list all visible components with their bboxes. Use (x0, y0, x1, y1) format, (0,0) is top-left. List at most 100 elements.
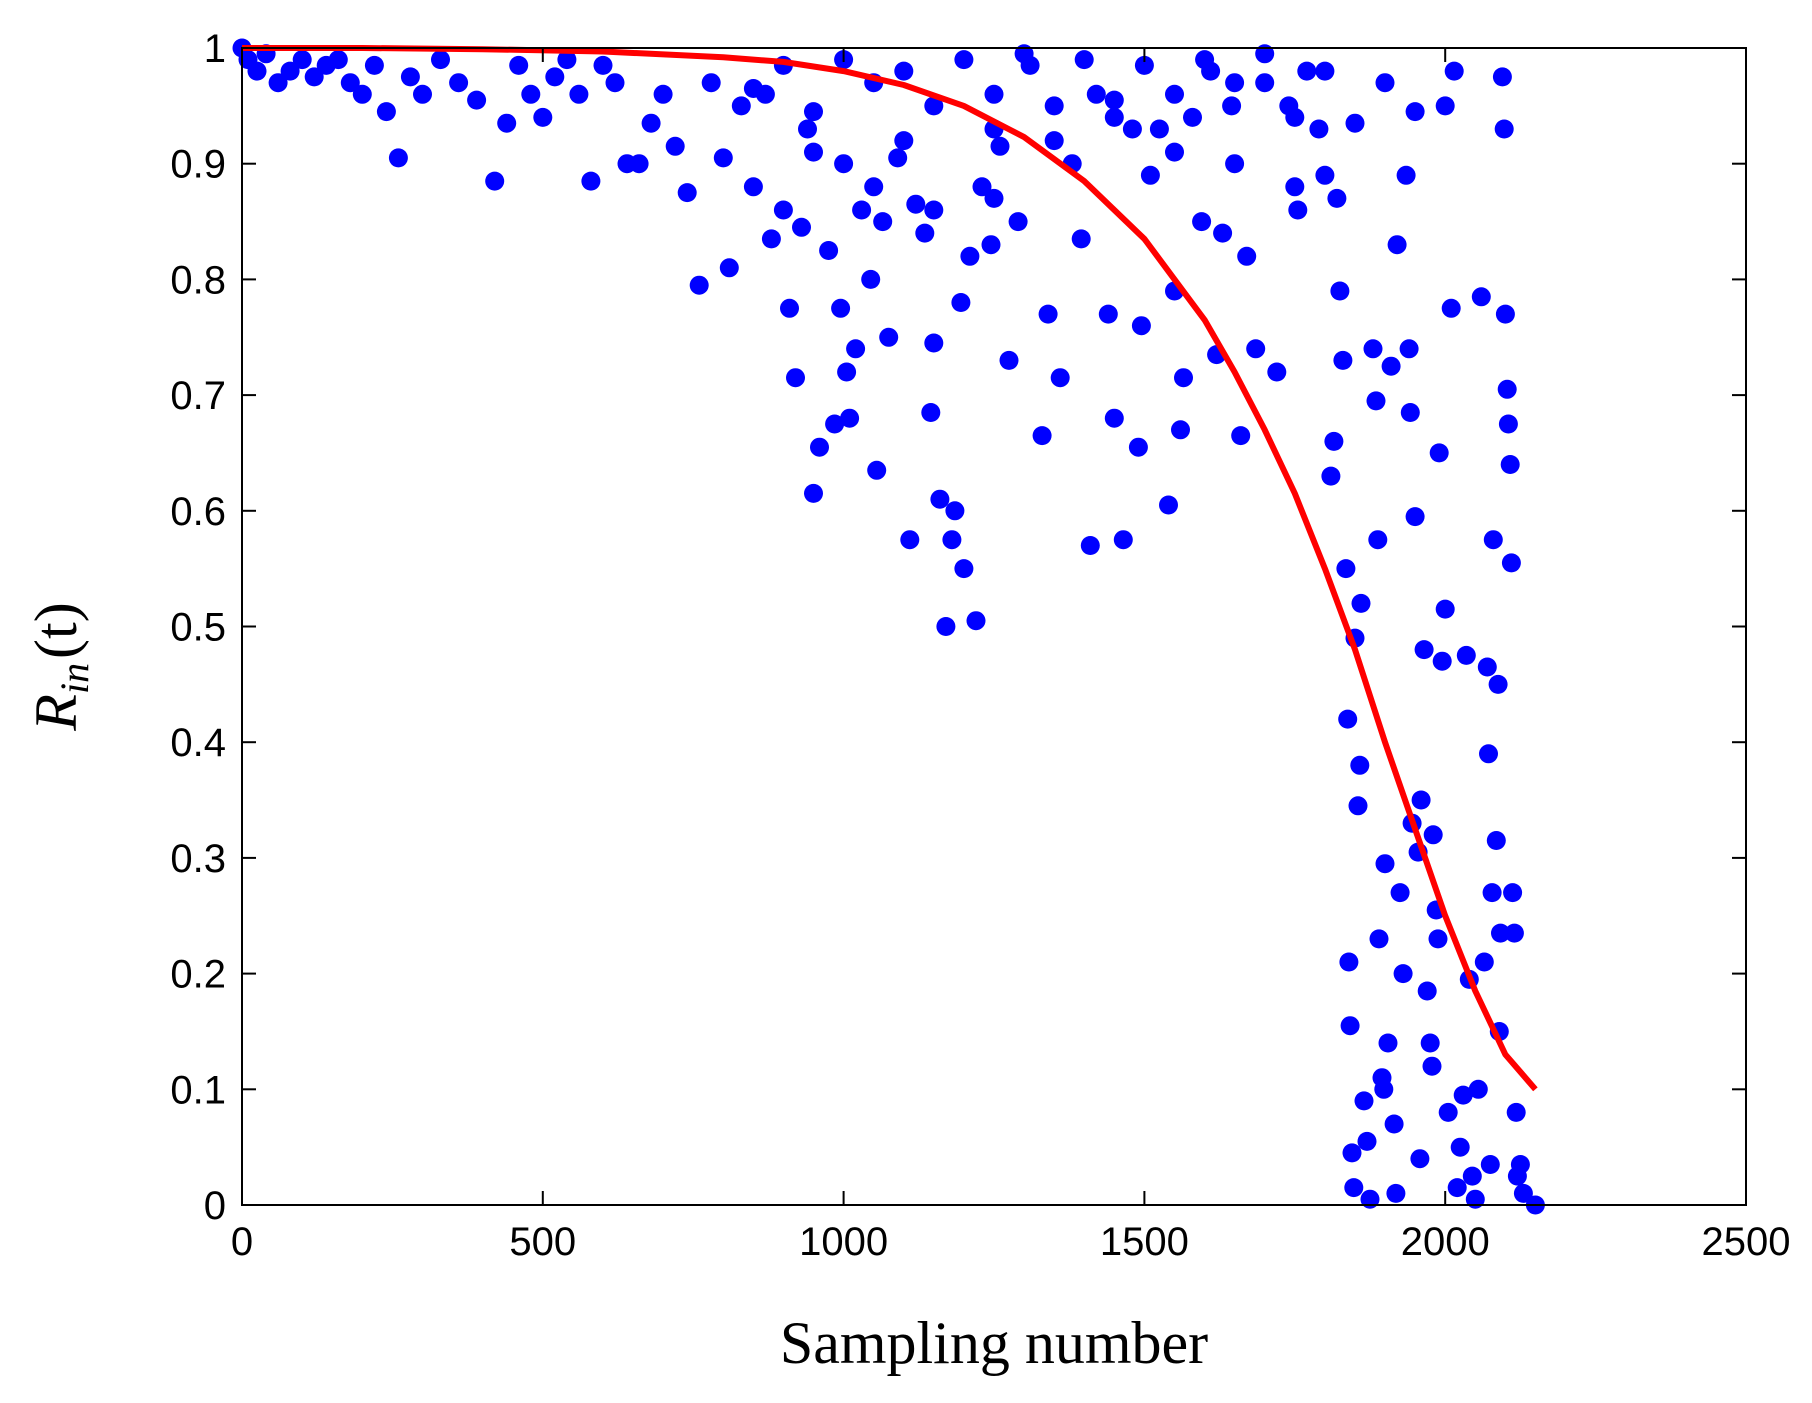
scatter-point (861, 269, 881, 289)
scatter-point (924, 96, 944, 116)
scatter-point (1495, 304, 1515, 324)
scatter-point (831, 298, 851, 318)
scatter-point (1014, 44, 1034, 64)
scatter-point (1420, 1033, 1440, 1053)
plot-marks (232, 38, 1545, 1215)
scatter-point (1441, 298, 1461, 318)
scatter-point (1285, 107, 1305, 127)
scatter-point (1231, 426, 1251, 446)
scatter-point (1255, 73, 1275, 93)
scatter-point (1479, 744, 1498, 764)
scatter-point (1422, 1056, 1442, 1076)
scatter-point (1375, 854, 1395, 874)
scatter-point (1128, 437, 1148, 457)
y-tick-label: 0.8 (170, 258, 226, 302)
scatter-point (388, 148, 408, 168)
scatter-point (894, 61, 914, 81)
scatter-point (1171, 420, 1190, 440)
scatter-point (1225, 73, 1245, 93)
scatter-point (945, 501, 965, 521)
scatter-point (792, 217, 811, 237)
scatter-point (1131, 316, 1151, 336)
scatter-point (924, 200, 944, 220)
scatter-point (1336, 559, 1356, 579)
scatter-point (1297, 61, 1317, 81)
scatter-point (1357, 1131, 1377, 1151)
scatter-point (605, 73, 625, 93)
scatter-point (1149, 119, 1169, 139)
scatter-point (743, 79, 763, 98)
scatter-point (497, 113, 517, 133)
scatter-point (364, 55, 384, 75)
scatter-point (1267, 362, 1287, 382)
scatter-point (629, 154, 649, 174)
scatter-point (1462, 1166, 1482, 1186)
scatter-point (1492, 67, 1512, 87)
scatter-point (1324, 431, 1344, 451)
scatter-point (761, 229, 781, 249)
scatter-point (1080, 536, 1100, 555)
scatter-point (1432, 651, 1452, 671)
scatter-point (1348, 796, 1368, 816)
scatter-point (1165, 84, 1184, 104)
scatter-point (509, 55, 529, 75)
scatter-point (449, 73, 469, 93)
scatter-point (906, 194, 926, 214)
scatter-point (268, 73, 288, 93)
y-tick-label: 1 (204, 27, 226, 71)
scatter-point (936, 617, 956, 636)
scatter-point (810, 437, 829, 457)
x-tick-label: 500 (509, 1220, 576, 1264)
scatter-point (873, 212, 893, 232)
scatter-point (1414, 640, 1434, 660)
scatter-point (1384, 1114, 1404, 1134)
scatter-point (1393, 964, 1413, 984)
scatter-point (1438, 1102, 1458, 1122)
scatter-point (1375, 73, 1395, 93)
x-tick-label: 2000 (1401, 1220, 1490, 1264)
scatter-point (1074, 50, 1094, 70)
scatter-point (1338, 709, 1358, 729)
scatter-point (1405, 507, 1425, 527)
scatter-point (1360, 1189, 1380, 1209)
scatter-point (1465, 1189, 1485, 1209)
scatter-point (1483, 530, 1503, 550)
scatter-point (569, 84, 589, 104)
scatter-point (701, 73, 721, 93)
scatter-point (1480, 1155, 1500, 1174)
scatter-point (376, 102, 396, 122)
scatter-point (1378, 1033, 1398, 1053)
scatter-point (1225, 154, 1245, 174)
x-tick-label: 2500 (1702, 1220, 1791, 1264)
x-tick-label: 0 (231, 1220, 253, 1264)
scatter-point (1471, 287, 1491, 307)
scatter-point (1195, 50, 1215, 70)
scatter-point (840, 408, 860, 428)
y-tick-label: 0 (204, 1184, 226, 1228)
scatter-point (485, 171, 505, 191)
y-tick-label: 0.9 (170, 143, 226, 187)
scatter-point (521, 84, 541, 104)
scatter-point (1086, 84, 1106, 104)
scatter-point (1315, 165, 1335, 185)
scatter-point (837, 362, 857, 382)
y-axis-label-suffix: (t) (23, 602, 89, 659)
scatter-point (1044, 131, 1064, 151)
scatter-point (984, 84, 1004, 104)
scatter-point (1183, 107, 1202, 127)
y-tick-label: 0.6 (170, 490, 226, 534)
scatter-point (864, 177, 884, 197)
scatter-point (1497, 379, 1517, 399)
scatter-point (1447, 1178, 1467, 1198)
scatter-point (533, 107, 553, 127)
scatter-point (1344, 1178, 1364, 1198)
scatter-point (1327, 188, 1347, 208)
scatter-point (846, 339, 866, 359)
scatter-point (1113, 530, 1133, 550)
scatter-point (834, 154, 854, 174)
scatter-point (1363, 339, 1383, 359)
scatter-point (1246, 339, 1266, 359)
scatter-point (1477, 657, 1497, 677)
scatter-point (1222, 96, 1242, 116)
